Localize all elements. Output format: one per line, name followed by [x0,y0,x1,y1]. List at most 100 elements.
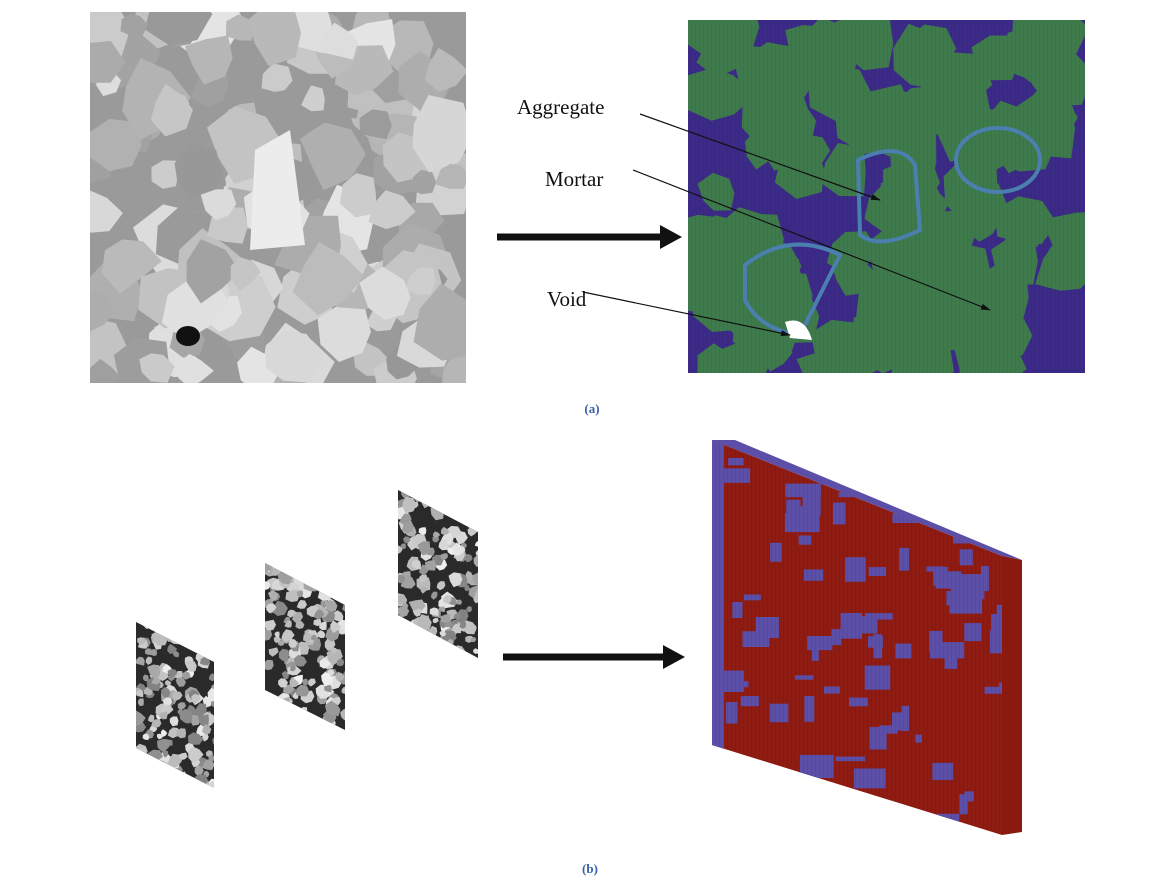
aggregate [181,633,188,640]
aggregate [146,768,156,781]
aggregate [408,635,416,644]
aggregate [434,486,448,501]
aggregate [204,629,215,638]
label-void: Void [547,287,587,311]
aggregate [273,714,280,721]
aggregate [317,727,326,735]
aggregate [396,647,403,655]
aggregate [180,783,187,792]
aggregate [160,781,170,793]
aggregate [177,781,185,791]
mesh-grid [688,20,1085,373]
figure: Aggregate Mortar Void (a) (b) [0,0,1164,883]
label-mortar: Mortar [545,167,603,191]
void [176,326,200,346]
aggregate [292,725,302,736]
aggregate [132,753,143,764]
aggregate [460,495,474,511]
caption-a: (a) [584,401,599,416]
slice-image [392,485,485,667]
aggregate [416,645,423,651]
ct-image [64,0,491,411]
aggregate [132,762,141,771]
aggregate [136,753,144,762]
aggregate [279,712,287,719]
aggregate [304,723,313,732]
aggregate [211,632,220,640]
aggregate [154,776,169,789]
aggregate [171,625,183,636]
aggregate [145,779,155,787]
aggregate [131,760,142,771]
aggregate [420,485,433,496]
aggregate [464,507,479,520]
aggregate [169,621,179,631]
aggregate [395,628,401,633]
aggregate [336,570,352,585]
slab-side [1002,556,1022,835]
aggregate [432,640,444,654]
aggregate [475,517,482,524]
aggregate [208,639,220,652]
aggregate [403,652,413,661]
aggregate [263,725,274,737]
aggregate [192,785,203,793]
aggregate [319,560,333,571]
aggregate [472,496,485,508]
aggregate [140,767,148,775]
aggregate [197,637,205,648]
slice-image [259,559,352,739]
aggregate [266,717,278,729]
aggregate [170,624,181,637]
aggregate [407,639,414,647]
aggregate [276,725,288,738]
aggregate [169,773,181,784]
aggregate [313,576,320,584]
aggregate [394,644,407,657]
aggregate [272,700,285,714]
aggregate [407,632,416,638]
aggregate [326,566,342,582]
aggregate [264,717,269,723]
aggregate [306,559,313,566]
aggregate [132,785,145,797]
aggregate [417,491,422,497]
slice-image [130,620,224,797]
aggregate [289,708,298,717]
arrow-head [663,645,685,669]
aggregate [136,768,147,779]
aggregate [281,708,290,717]
aggregate [278,719,285,727]
aggregate [314,565,327,578]
aggregate [456,651,463,658]
page: Aggregate Mortar Void (a) (b) (() => { c… [0,0,1164,883]
aggregate [207,634,215,643]
aggregate [316,724,324,731]
aggregate [393,638,404,648]
aggregate [149,778,159,788]
aggregate [432,652,440,660]
aggregate [292,718,299,724]
aggregate [404,641,418,655]
aggregate [325,572,339,585]
aggregate [194,774,208,789]
slab-grid [712,440,1002,835]
aggregate [166,775,177,787]
caption-b: (b) [582,861,598,876]
aggregate [160,771,171,782]
aggregate [303,578,317,591]
aggregate [422,648,435,660]
aggregate [298,573,304,579]
arrow-head [660,225,682,249]
aggregate [411,638,418,645]
aggregate [410,643,424,655]
aggregate [148,768,160,784]
aggregate [163,768,172,778]
aggregate [289,559,300,570]
aggregate [205,635,213,643]
aggregate [169,622,185,639]
aggregate [328,580,339,594]
aggregate [166,771,174,778]
aggregate [270,727,283,738]
aggregate [444,496,453,505]
